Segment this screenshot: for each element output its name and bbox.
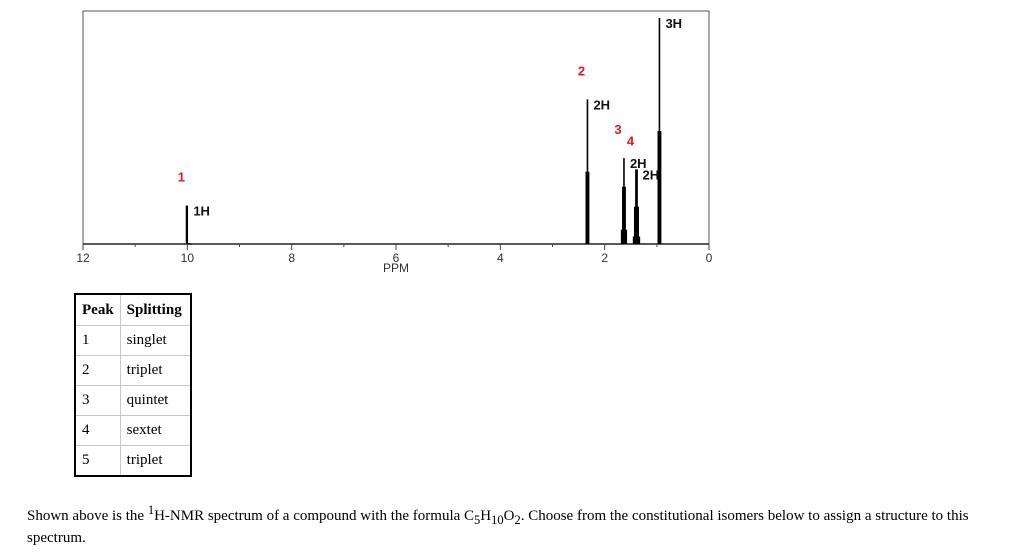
peak-splitting: sextet <box>119 415 191 446</box>
peak-number-label: 4 <box>627 133 635 148</box>
table-row: 2 triplet <box>75 355 191 386</box>
x-tick-label: 10 <box>181 251 195 265</box>
x-tick-label: 12 <box>76 251 90 265</box>
x-tick-label: 6 <box>393 251 400 265</box>
peak-integration: 2H <box>642 167 659 182</box>
question-mid: H-NMR spectrum of a compound with the fo… <box>154 508 475 524</box>
peak-number: 1 <box>75 325 121 356</box>
peak-foot <box>185 205 192 245</box>
peak-4 <box>632 169 641 244</box>
x-tick-label: 2 <box>601 251 608 265</box>
peak-splitting-table: Peak Splitting 1 singlet 2 triplet 3 quinte… <box>74 293 192 477</box>
table-row: 3 quintet <box>75 385 191 416</box>
peak-number: 3 <box>75 385 121 416</box>
peak-2 <box>585 99 590 244</box>
peak-splitting: triplet <box>119 355 191 386</box>
peak-number: 4 <box>75 415 121 446</box>
peak-splitting: triplet <box>119 445 191 476</box>
peak-number: 5 <box>75 445 121 476</box>
formula-sub-o: 2 <box>514 513 521 527</box>
formula-o: O <box>503 508 515 524</box>
peak-labels: 1H12H22H32H43H5 <box>178 16 682 219</box>
table-row: 4 sextet <box>75 415 191 446</box>
peak-integration: 2H <box>630 156 647 171</box>
peak-number-label: 3 <box>614 122 621 137</box>
x-tick-label: 4 <box>497 251 504 265</box>
peak-integration: 1H <box>193 204 210 219</box>
table-row: 5 triplet <box>75 445 191 476</box>
peak-integration: 2H <box>593 97 610 112</box>
formula-sub-c: 5 <box>474 513 481 527</box>
x-axis-tick-labels: 12 10 8 6 4 2 0 <box>76 251 712 265</box>
header-peak: Peak <box>75 294 121 326</box>
peak-3 <box>620 158 628 244</box>
peak-number-label: 2 <box>578 63 585 78</box>
question-pre: Shown above is the <box>27 508 148 524</box>
x-axis-label: PPM <box>383 261 409 275</box>
question-text: Shown above is the 1H-NMR spectrum of a … <box>27 501 1017 547</box>
x-axis-ticks <box>82 244 710 250</box>
x-tick-label: 0 <box>706 251 713 265</box>
peak-number: 2 <box>75 355 121 386</box>
table-row: 1 singlet <box>75 325 191 356</box>
x-tick-label: 8 <box>288 251 295 265</box>
question-sup: 1 <box>147 503 155 517</box>
header-splitting: Splitting <box>119 294 191 326</box>
formula-h: H <box>480 508 492 524</box>
peak-integration: 3H <box>665 16 682 31</box>
spectrum-peaks <box>185 18 662 245</box>
peak-5 <box>657 18 662 244</box>
formula-sub-h: 10 <box>491 513 504 527</box>
peak-splitting: quintet <box>119 385 191 416</box>
question-post: . Choose from the constitutional isomers… <box>27 508 969 546</box>
peak-number-label: 1 <box>178 170 185 185</box>
peak-splitting: singlet <box>119 325 191 356</box>
peak-1 <box>185 205 192 245</box>
table-header-row: Peak Splitting <box>75 294 191 326</box>
